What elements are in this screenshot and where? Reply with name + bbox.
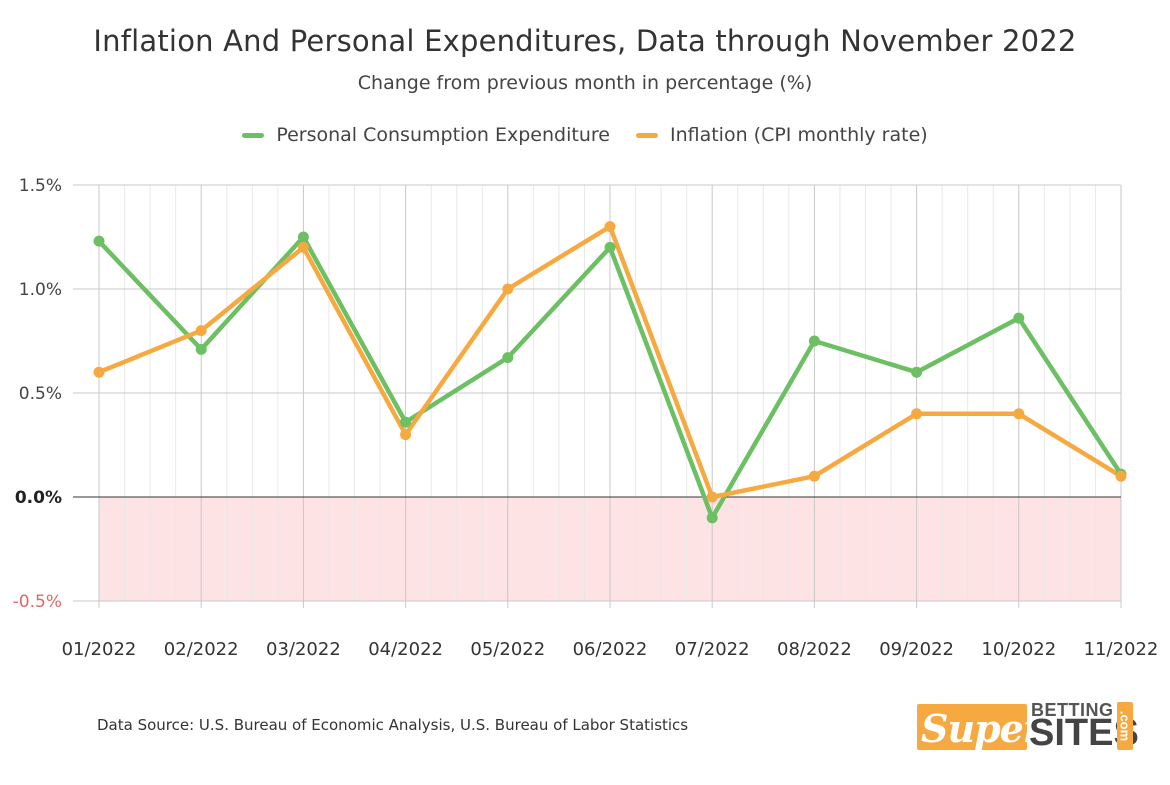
legend-swatch-pce xyxy=(242,132,265,138)
legend-item-pce[interactable]: Personal Consumption Expenditure xyxy=(242,124,610,146)
logo-com-tab: .com xyxy=(1117,702,1133,750)
x-tick-label: 10/2022 xyxy=(981,639,1056,660)
data-source-note: Data Source: U.S. Bureau of Economic Ana… xyxy=(97,716,689,734)
data-point-pce xyxy=(808,335,820,347)
data-point-pce xyxy=(706,512,718,524)
legend-label-cpi: Inflation (CPI monthly rate) xyxy=(669,124,928,146)
data-point-cpi xyxy=(911,408,923,420)
data-point-cpi xyxy=(502,283,514,295)
data-point-cpi xyxy=(706,491,718,503)
data-point-cpi xyxy=(195,325,207,337)
data-point-cpi xyxy=(297,241,309,253)
logo-com-text: .com xyxy=(1117,710,1133,742)
chart-title: Inflation And Personal Expenditures, Dat… xyxy=(93,24,1077,58)
x-tick-label: 06/2022 xyxy=(573,639,648,660)
data-point-cpi xyxy=(1115,470,1127,482)
y-tick-label: 0.5% xyxy=(19,384,62,404)
line-chart: 1.5% 1.0% 0.5% 0.0% -0.5% 01/2022 02/2022 03/20… xyxy=(13,176,1159,660)
legend: Personal Consumption Expenditure Inflati… xyxy=(0,124,1170,146)
data-point-cpi xyxy=(808,470,820,482)
logo-betting-text: BETTING xyxy=(1031,700,1114,720)
x-tick-label: 07/2022 xyxy=(675,639,750,660)
legend-swatch-cpi xyxy=(635,132,658,138)
y-tick-label: 0.0% xyxy=(15,488,62,508)
data-point-cpi xyxy=(1013,408,1025,420)
data-point-pce xyxy=(1013,312,1025,324)
legend-item-cpi[interactable]: Inflation (CPI monthly rate) xyxy=(635,124,928,146)
data-point-pce xyxy=(400,416,412,428)
x-tick-label: 09/2022 xyxy=(879,639,954,660)
chart-subtitle: Change from previous month in percentage… xyxy=(357,72,813,94)
y-tick-label: 1.5% xyxy=(19,176,62,196)
x-tick-label: 02/2022 xyxy=(164,639,239,660)
x-tick-label: 03/2022 xyxy=(266,639,341,660)
data-point-pce xyxy=(93,235,105,247)
data-point-pce xyxy=(195,343,207,355)
logo-badge: Super xyxy=(917,704,1043,751)
x-tick-label: 04/2022 xyxy=(368,639,443,660)
data-point-pce xyxy=(502,352,514,364)
y-tick-label: 1.0% xyxy=(19,280,62,300)
data-point-cpi xyxy=(400,429,412,441)
data-point-pce xyxy=(911,366,923,378)
data-point-cpi xyxy=(93,366,105,378)
x-tick-label: 01/2022 xyxy=(62,639,137,660)
logo-super-text: Super xyxy=(921,706,1043,751)
supersites-logo[interactable]: Super BETTING SITES .com xyxy=(917,700,1139,754)
x-tick-label: 05/2022 xyxy=(470,639,545,660)
legend-label-pce: Personal Consumption Expenditure xyxy=(276,124,610,146)
x-tick-label: 11/2022 xyxy=(1084,639,1159,660)
data-point-pce xyxy=(604,241,616,253)
data-point-cpi xyxy=(604,221,616,233)
y-tick-label: -0.5% xyxy=(13,592,62,612)
x-tick-label: 08/2022 xyxy=(777,639,852,660)
data-point-pce xyxy=(297,231,309,243)
